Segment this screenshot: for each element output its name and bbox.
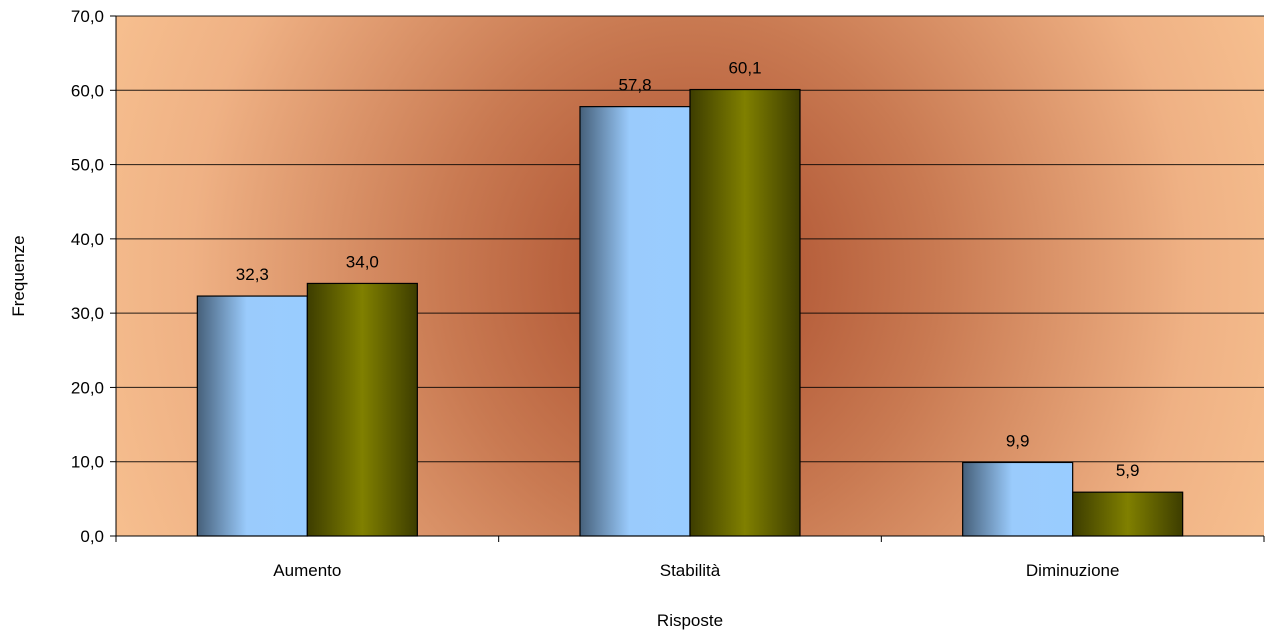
y-tick-labels: 0,0 10,0 20,0 30,0 40,0 50,0 60,0 70,0	[71, 7, 104, 546]
data-labels: 32,3 34,0 57,8 60,1 9,9 5,9	[236, 59, 1140, 481]
bar-stabilit--series-1	[579, 106, 691, 537]
bar-stabilit--series-2	[689, 88, 801, 537]
bar-aumento-series-2	[306, 282, 418, 537]
y-tick-label: 40,0	[71, 230, 104, 249]
x-axis-title: Risposte	[657, 611, 723, 630]
data-label: 34,0	[346, 252, 379, 271]
bar-diminuzione-series-1	[962, 461, 1074, 537]
y-tick-label: 70,0	[71, 7, 104, 26]
y-tick-label: 30,0	[71, 304, 104, 323]
y-tick-label: 20,0	[71, 378, 104, 397]
data-label: 32,3	[236, 265, 269, 284]
data-label: 57,8	[618, 76, 651, 95]
x-category-labels: Aumento Stabilità Diminuzione	[273, 561, 1119, 580]
y-tick-label: 0,0	[80, 527, 104, 546]
data-label: 5,9	[1116, 461, 1140, 480]
x-category-label: Aumento	[273, 561, 341, 580]
bars-group	[196, 88, 1184, 537]
y-tick-label: 60,0	[71, 81, 104, 100]
y-tick-label: 50,0	[71, 156, 104, 175]
y-axis-title: Frequenze	[9, 235, 28, 316]
data-label: 9,9	[1006, 431, 1030, 450]
x-category-label: Stabilità	[660, 561, 721, 580]
x-category-label: Diminuzione	[1026, 561, 1120, 580]
bar-aumento-series-1	[196, 295, 308, 537]
y-tick-label: 10,0	[71, 453, 104, 472]
axes-group	[115, 16, 1265, 542]
bar-diminuzione-series-2	[1072, 491, 1184, 537]
data-label: 60,1	[728, 59, 761, 78]
